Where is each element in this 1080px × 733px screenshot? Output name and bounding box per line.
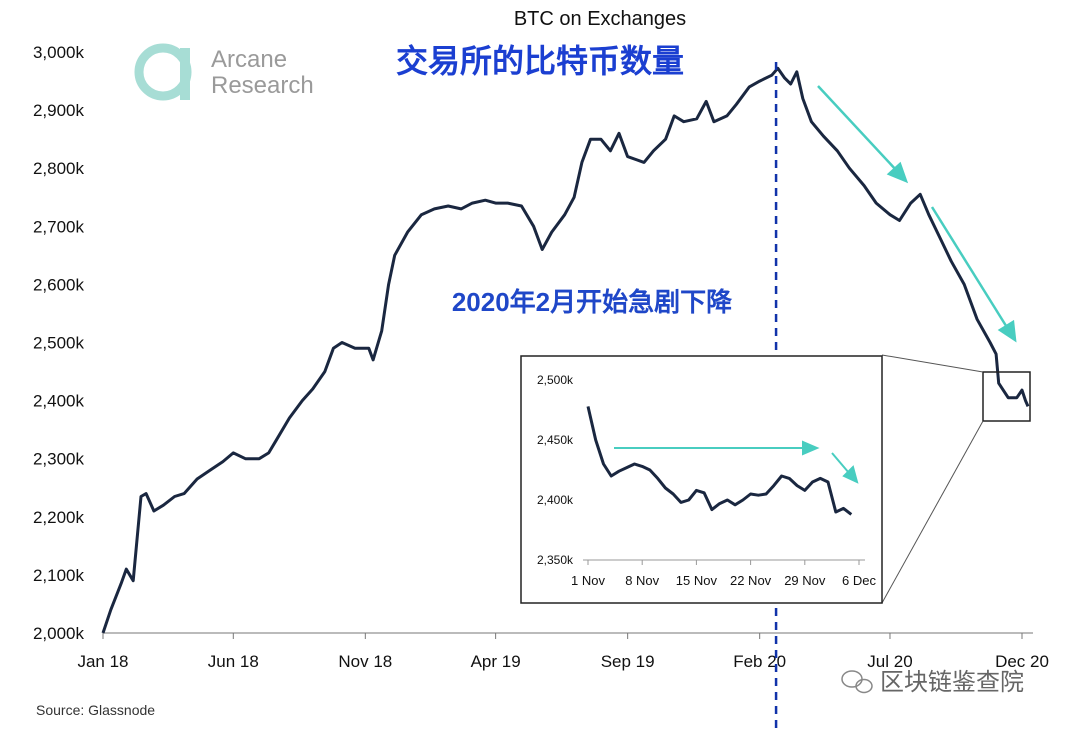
inset-series-line (586, 406, 853, 516)
x-tick-label: Apr 19 (471, 652, 521, 671)
y-tick-label: 2,800k (33, 159, 85, 178)
inset-x-tick-label: 29 Nov (784, 573, 826, 588)
inset-trend-arrow-1-head (802, 440, 820, 456)
inset-trend-arrows (614, 440, 859, 484)
inset-y-tick-label: 2,400k (537, 493, 574, 507)
inset-trend-arrow-2-head (842, 465, 859, 484)
y-tick-label: 2,200k (33, 508, 85, 527)
arcane-logo-icon (134, 43, 192, 101)
logo-text-line1: Arcane (211, 46, 287, 73)
inset-x-tick-label: 6 Dec (842, 573, 876, 588)
x-tick-label: Dec 20 (995, 652, 1049, 671)
y-tick-label: 2,000k (33, 624, 85, 643)
annotation-text: 2020年2月开始急剧下降 (452, 287, 733, 317)
inset-y-tick-label: 2,500k (537, 373, 574, 387)
x-tick-label: Sep 19 (601, 652, 655, 671)
y-tick-label: 2,100k (33, 566, 85, 585)
zoom-connector-top (881, 354, 984, 373)
inset-y-axis-ticks: 2,350k 2,400k 2,450k 2,500k (537, 373, 574, 567)
arcane-logo-icon-stem (180, 48, 190, 100)
zoom-box (982, 371, 1031, 422)
y-tick-label: 2,300k (33, 450, 85, 469)
watermark: 区块链鉴查院 (841, 669, 1024, 696)
arcane-logo: Arcane Research (134, 43, 314, 101)
inset-x-tick-label: 1 Nov (571, 573, 605, 588)
watermark-text: 区块链鉴查院 (880, 669, 1024, 696)
trend-arrow-2 (930, 206, 1010, 330)
zoom-connector-bottom (881, 420, 984, 604)
inset-trend-arrow-2 (831, 452, 850, 474)
x-tick-label: Jun 18 (208, 652, 259, 671)
inset-frame (520, 355, 883, 604)
x-tick-label: Jul 20 (867, 652, 912, 671)
y-axis-ticks: 2,000k 2,100k 2,200k 2,300k 2,400k 2,500k 2,60… (33, 43, 85, 643)
chart-title: BTC on Exchanges (514, 8, 686, 30)
y-tick-label: 2,900k (33, 101, 85, 120)
trend-arrow-2-head (997, 319, 1017, 343)
x-tick-label: Jan 18 (77, 652, 128, 671)
inset-x-axis-ticks: 1 Nov 8 Nov 15 Nov 22 Nov 29 Nov 6 Dec (571, 560, 876, 588)
inset-x-tick-label: 15 Nov (676, 573, 718, 588)
trend-arrow-1 (817, 85, 898, 172)
source-text: Source: Glassnode (36, 702, 155, 718)
inset-x-tick-label: 22 Nov (730, 573, 772, 588)
trend-arrow-1-head (886, 161, 909, 184)
inset-chart: 2,350k 2,400k 2,450k 2,500k 1 Nov 8 Nov 15 No… (520, 355, 883, 604)
y-tick-label: 3,000k (33, 43, 85, 62)
x-tick-label: Feb 20 (733, 652, 786, 671)
overlay-title: 交易所的比特币数量 (396, 43, 684, 79)
y-tick-label: 2,700k (33, 217, 85, 236)
x-axis-ticks: Jan 18 Jun 18 Nov 18 Apr 19 Sep 19 Feb 20 Jul … (77, 633, 1049, 671)
x-tick-label: Nov 18 (338, 652, 392, 671)
inset-y-tick-label: 2,350k (537, 553, 574, 567)
logo-text-line2: Research (211, 72, 314, 99)
y-tick-label: 2,600k (33, 275, 85, 294)
inset-x-tick-label: 8 Nov (625, 573, 659, 588)
y-tick-label: 2,400k (33, 392, 85, 411)
y-tick-label: 2,500k (33, 334, 85, 353)
series-line-btc-on-exchanges (101, 66, 1030, 634)
wechat-icon (841, 670, 873, 694)
trend-arrows (817, 85, 1017, 343)
inset-y-tick-label: 2,450k (537, 433, 574, 447)
